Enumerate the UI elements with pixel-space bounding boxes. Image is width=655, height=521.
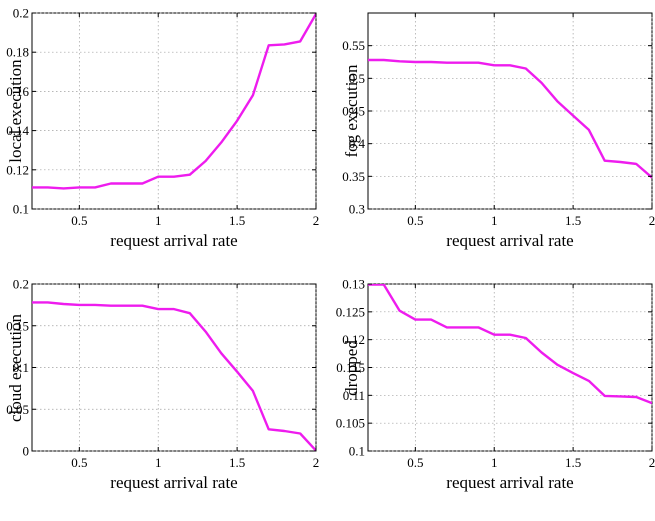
panel-local-execution: 0.5 1 1.5 2 0.1 0.12 0.14 0.16 0.18 0.2 request a…	[6, 6, 319, 251]
x-tick-label: 1	[155, 455, 162, 470]
y-tick-label: 0.16	[6, 84, 29, 99]
y-tick-label: 0.1	[13, 360, 29, 375]
y-tick-label: 0.12	[342, 332, 365, 347]
y-tick-label: 0.45	[342, 104, 365, 119]
x-axis-label: request arrival rate	[110, 473, 237, 492]
y-axis-label: fog execution	[342, 64, 361, 157]
x-tick-label: 1.5	[229, 213, 245, 228]
x-axis-label: request arrival rate	[446, 473, 573, 492]
y-tick-label: 0.15	[6, 318, 29, 333]
panel-fog-execution: 0.5 1 1.5 2 0.3 0.35 0.4 0.45 0.5 0.55 request ar…	[342, 12, 655, 250]
x-tick-label: 0.5	[407, 455, 423, 470]
x-tick-label: 0.5	[407, 213, 423, 228]
y-axis-label: local execution	[6, 59, 25, 163]
ticks: 0.5 1 1.5 2 0.1 0.105 0.11 0.115 0.12 0.125 0.13	[336, 277, 655, 471]
x-tick-label: 2	[313, 455, 320, 470]
y-tick-label: 0.2	[13, 6, 29, 21]
series-layer	[368, 58, 652, 179]
x-tick-label: 0.5	[71, 213, 87, 228]
y-tick-label: 0.3	[349, 202, 365, 217]
y-tick-label: 0	[23, 444, 30, 459]
x-tick-label: 2	[649, 455, 655, 470]
ticks: 0.5 1 1.5 2 0.1 0.12 0.14 0.16 0.18 0.2	[6, 6, 319, 229]
y-tick-label: 0.14	[6, 123, 29, 138]
series-line	[32, 13, 316, 190]
x-tick-label: 1	[491, 213, 498, 228]
x-tick-label: 1	[491, 455, 498, 470]
y-tick-label: 0.55	[342, 38, 365, 53]
series-line	[368, 58, 652, 179]
y-tick-label: 0.5	[349, 71, 365, 86]
y-tick-label: 0.12	[6, 162, 29, 177]
x-tick-label: 1.5	[565, 213, 581, 228]
x-tick-label: 0.5	[71, 455, 87, 470]
series-line	[368, 284, 652, 405]
panel-cloud-execution: 0.5 1 1.5 2 0 0.05 0.1 0.15 0.2 request arrival …	[6, 277, 319, 493]
x-tick-label: 1.5	[565, 455, 581, 470]
y-tick-label: 0.1	[349, 444, 365, 459]
series-layer	[32, 13, 316, 190]
y-tick-label: 0.115	[336, 360, 365, 375]
series-layer	[32, 301, 316, 451]
y-tick-label: 0.11	[343, 388, 365, 403]
y-tick-label: 0.35	[342, 169, 365, 184]
y-tick-label: 0.1	[13, 202, 29, 217]
x-axis-label: request arrival rate	[110, 231, 237, 250]
panel-dropped: 0.5 1 1.5 2 0.1 0.105 0.11 0.115 0.12 0.125 0.13 r…	[336, 277, 655, 493]
grid	[32, 283, 317, 452]
x-tick-label: 1	[155, 213, 162, 228]
x-tick-label: 2	[313, 213, 320, 228]
y-tick-label: 0.13	[342, 277, 365, 292]
y-tick-label: 0.105	[336, 416, 365, 431]
y-axis-label: dropped	[342, 340, 361, 396]
y-tick-label: 0.05	[6, 402, 29, 417]
y-axis-label: cloud execution	[6, 313, 25, 422]
y-tick-label: 0.2	[13, 277, 29, 292]
series-layer	[368, 284, 652, 405]
x-axis-label: request arrival rate	[446, 231, 573, 250]
y-tick-label: 0.125	[336, 304, 365, 319]
ticks: 0.5 1 1.5 2 0.3 0.35 0.4 0.45 0.5 0.55	[342, 13, 655, 228]
y-tick-label: 0.4	[349, 136, 366, 151]
series-line	[32, 301, 316, 451]
x-tick-label: 1.5	[229, 455, 245, 470]
ticks: 0.5 1 1.5 2 0 0.05 0.1 0.15 0.2	[6, 277, 319, 471]
x-tick-label: 2	[649, 213, 655, 228]
plot-frame	[31, 12, 317, 210]
y-tick-label: 0.18	[6, 45, 29, 60]
grid	[32, 12, 317, 210]
